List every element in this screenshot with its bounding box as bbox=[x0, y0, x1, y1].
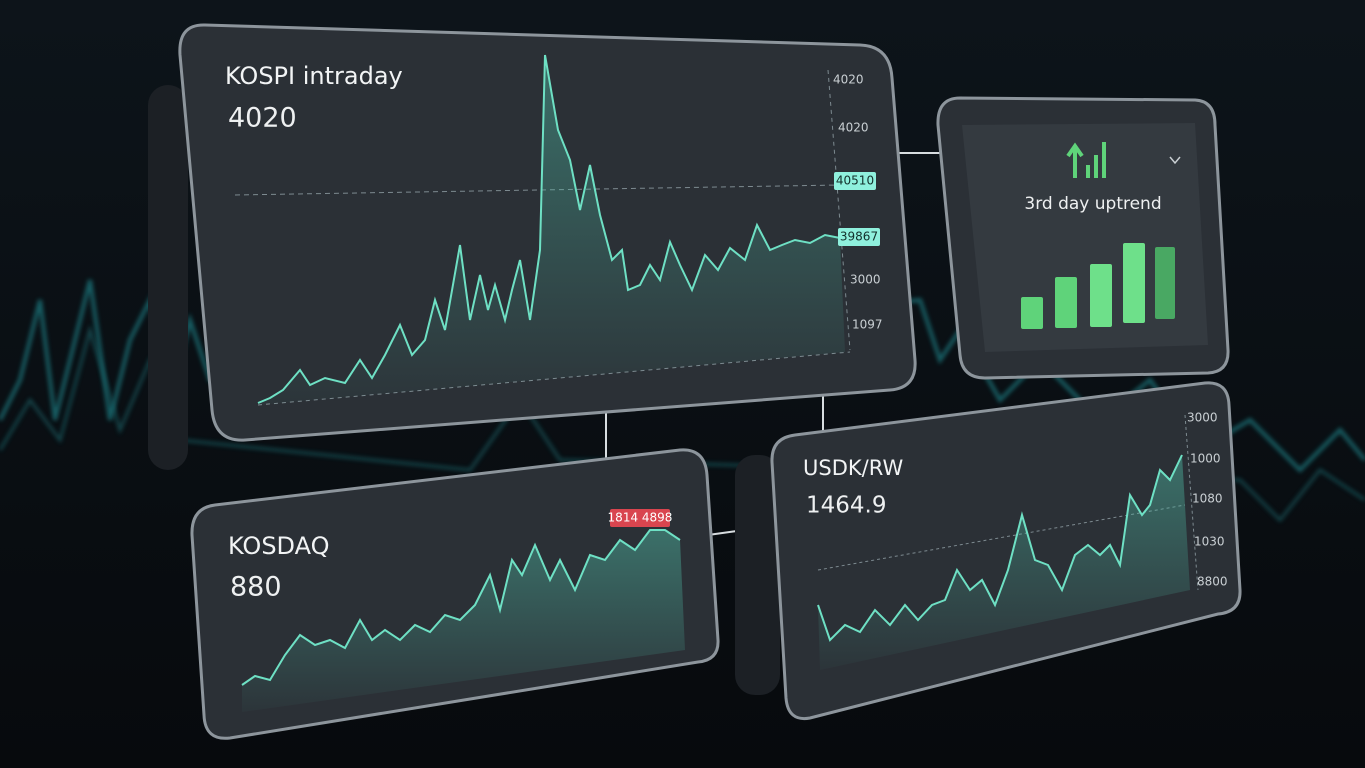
kospi-panel: KOSPI intraday 4020 4020 4020 40510 3986… bbox=[148, 23, 917, 470]
panel-value: 1464.9 bbox=[806, 493, 886, 519]
reference-line bbox=[817, 504, 1186, 571]
axis-label: 1030 bbox=[1194, 535, 1225, 549]
panel-shadow bbox=[735, 455, 780, 695]
badge-label: 40510 bbox=[836, 174, 874, 188]
dropdown-chevron[interactable] bbox=[1169, 156, 1181, 165]
trend-icon bbox=[1094, 155, 1098, 178]
panel-value: 880 bbox=[230, 572, 282, 603]
badge bbox=[610, 509, 670, 527]
background-wave bbox=[0, 324, 1365, 523]
trend-icon bbox=[1066, 142, 1084, 178]
usd-panel: USDK/RW 1464.9 3000 1000 1080 1030 8800 bbox=[735, 381, 1242, 721]
baseline bbox=[257, 351, 851, 406]
reference-line bbox=[234, 184, 841, 196]
bar-icon bbox=[1155, 247, 1175, 319]
badge bbox=[834, 172, 876, 190]
area bbox=[258, 55, 845, 405]
badge-label: 39867 bbox=[840, 230, 878, 244]
axis-label: 1000 bbox=[1190, 452, 1221, 466]
bar-icon bbox=[1123, 243, 1145, 323]
axis-label: 4020 bbox=[838, 121, 869, 135]
price-line bbox=[257, 54, 841, 404]
bar-icon bbox=[1021, 297, 1043, 329]
axis-label: 4020 bbox=[833, 73, 864, 87]
axis-label: 3000 bbox=[1187, 411, 1218, 425]
axis-label: 3000 bbox=[850, 273, 881, 287]
uptrend-panel: 3rd day uptrend bbox=[936, 96, 1230, 380]
bar-icon bbox=[1090, 264, 1112, 327]
axis-label: 1080 bbox=[1192, 492, 1223, 506]
panel-title: USDK/RW bbox=[803, 456, 903, 480]
bar-icon bbox=[1055, 277, 1077, 328]
panel-value: 4020 bbox=[228, 103, 297, 134]
axis-line bbox=[1184, 414, 1199, 591]
axis-label: 1097 bbox=[852, 318, 883, 332]
panel-title: KOSDAQ bbox=[228, 532, 330, 560]
panel-inner bbox=[962, 123, 1208, 352]
axis-label: 8800 bbox=[1197, 575, 1228, 589]
trend-icon bbox=[1086, 165, 1090, 178]
trend-icon bbox=[1102, 142, 1106, 178]
badge-label: 1814 4898 bbox=[608, 511, 673, 525]
area bbox=[242, 530, 685, 712]
panel-title: KOSPI intraday bbox=[225, 62, 403, 90]
price-line bbox=[241, 529, 681, 686]
price-line bbox=[817, 454, 1183, 642]
panel-shadow bbox=[148, 85, 188, 470]
area bbox=[818, 455, 1190, 670]
badge bbox=[838, 228, 880, 246]
axis-line bbox=[827, 69, 851, 351]
panel-title: 3rd day uptrend bbox=[1024, 194, 1161, 214]
kosdaq-panel: KOSDAQ 880 1814 4898 bbox=[190, 448, 720, 740]
